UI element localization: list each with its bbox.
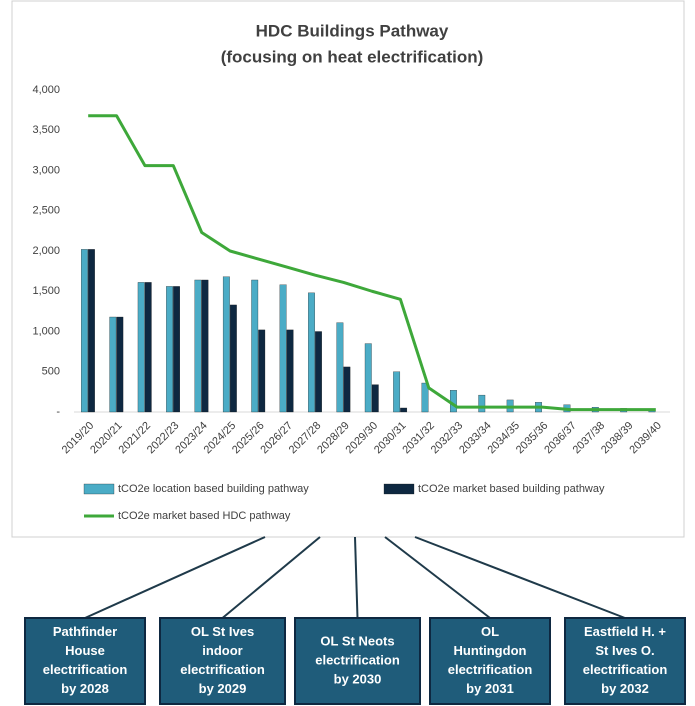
bar [144,282,152,413]
bar [400,407,408,413]
bar [137,282,145,413]
line [88,114,656,412]
bar [109,316,117,413]
bar [201,279,209,413]
annotation-text: by 2029 [199,681,247,696]
bar [81,249,88,413]
legend-swatch [83,483,115,495]
annotation-text: by 2031 [466,681,514,696]
annotation-text: OL St Neots [320,633,394,648]
annotation-text: St Ives O. [595,643,654,658]
bar [194,279,202,413]
connector [221,536,321,619]
y-tick-label: 4,000 [32,84,60,96]
connector [354,536,359,619]
connector [384,536,491,619]
annotation-text: indoor [202,643,242,658]
bar [393,371,401,413]
annotation-text: electrification [583,662,668,677]
bar [336,322,344,413]
bar [229,304,237,413]
legend-label: tCO2e location based building pathway [118,483,309,495]
annotation-box [429,617,551,705]
bar [251,279,259,413]
annotation-text: by 2028 [61,681,109,696]
annotation-box [24,617,146,705]
y-tick-label: 1,500 [32,285,60,297]
bar [343,366,351,413]
bar [222,276,230,413]
bar [308,292,315,413]
annotation-text: OL [481,624,499,639]
legend-swatch [383,483,415,495]
annotation-box [159,617,286,705]
y-tick-label: 2,500 [32,205,60,217]
annotation-box [564,617,686,705]
bar [421,382,429,413]
chart-title: HDC Buildings Pathway [256,21,449,40]
y-tick-label: - [56,406,60,418]
y-tick-label: 3,000 [32,164,60,176]
connector [84,536,266,619]
bar [88,249,95,413]
annotation-text: Eastfield H. + [584,624,666,639]
annotation-text: OL St Ives [191,624,254,639]
bar [315,331,322,413]
bar [173,286,180,413]
annotation-box [294,617,421,705]
annotation-text: electrification [448,662,533,677]
y-tick-label: 500 [42,366,60,378]
chart-frame [11,0,685,538]
annotation-text: electrification [180,662,265,677]
bar [279,284,287,413]
bar [258,329,266,413]
annotation-text: Pathfinder [53,624,117,639]
bar [478,394,486,413]
annotation-text: electrification [315,652,400,667]
annotation-text: by 2032 [601,681,649,696]
chart-subtitle: (focusing on heat electrification) [221,47,484,66]
y-tick-label: 2,000 [32,245,60,257]
annotation-text: by 2030 [334,671,382,686]
y-tick-label: 1,000 [32,325,60,337]
bar [371,384,379,413]
bar [286,329,294,413]
legend-label: tCO2e market based building pathway [418,483,605,495]
annotation-text: House [65,643,105,658]
annotation-text: electrification [43,662,128,677]
annotation-text: Huntingdon [454,643,527,658]
legend-label: tCO2e market based HDC pathway [118,510,291,522]
connector [414,536,626,619]
bar [166,286,173,413]
bar [449,390,457,413]
bar [116,316,124,413]
bar [364,343,372,413]
y-tick-label: 3,500 [32,124,60,136]
